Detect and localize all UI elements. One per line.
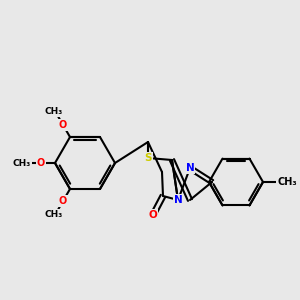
Text: O: O [59, 120, 67, 130]
Text: O: O [59, 196, 67, 206]
Text: CH₃: CH₃ [44, 210, 63, 219]
Text: O: O [148, 210, 158, 220]
Text: S: S [144, 153, 152, 163]
Text: N: N [186, 163, 194, 173]
Text: CH₃: CH₃ [13, 158, 31, 167]
Text: CH₃: CH₃ [44, 107, 63, 116]
Text: N: N [174, 195, 182, 205]
Text: CH₃: CH₃ [277, 177, 297, 187]
Text: O: O [37, 158, 45, 168]
